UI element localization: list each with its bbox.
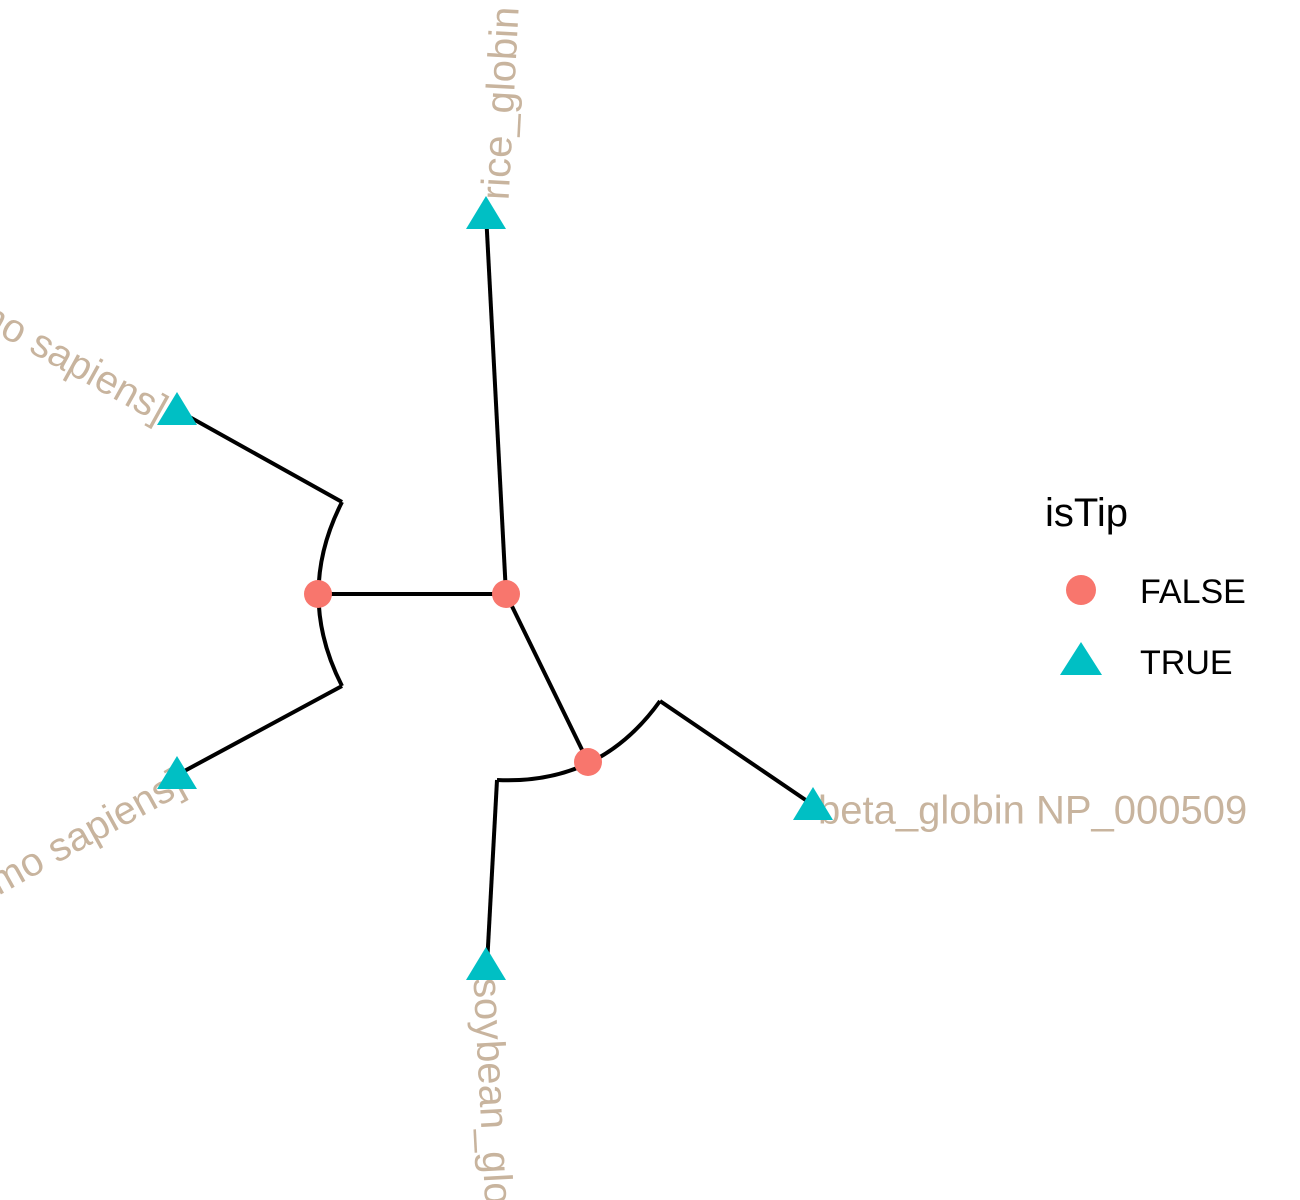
branch-root-to-bottom-node [504, 593, 590, 763]
branch-to-beta [658, 699, 815, 807]
internal-node-root [492, 580, 520, 608]
branch-to-human-bottom [176, 684, 343, 777]
tip-label-rice: rice_globin [474, 6, 528, 202]
internal-node-left [304, 580, 332, 608]
tip-label-soybean: soybean_globin [464, 977, 523, 1200]
tip-node-beta [793, 787, 833, 820]
tip-node-rice [466, 196, 506, 229]
tip-label-human-top: [Homo sapiens] [0, 258, 175, 431]
tip-node-human-top [157, 392, 197, 425]
branch-to-soybean [485, 779, 499, 966]
tip-labels: rice_globin [Homo sapiens] [Homo sapiens… [0, 6, 1247, 1200]
legend-key-true-triangle [1060, 642, 1102, 675]
tip-label-beta: beta_globin NP_000509 [818, 789, 1247, 833]
tip-node-human-bottom [157, 756, 197, 789]
tree-nodes [157, 196, 833, 980]
branch-to-human-top [176, 408, 343, 504]
legend-label-false: FALSE [1140, 573, 1246, 611]
legend-title: isTip [1045, 491, 1128, 535]
branch-root-to-rice [484, 212, 508, 595]
tree-branches [176, 212, 815, 966]
tip-node-soybean [466, 947, 506, 980]
internal-node-bottom [574, 748, 602, 776]
legend-label-true: TRUE [1140, 644, 1233, 682]
legend-key-false-circle [1066, 575, 1096, 605]
legend: isTip FALSE TRUE [1045, 491, 1246, 682]
